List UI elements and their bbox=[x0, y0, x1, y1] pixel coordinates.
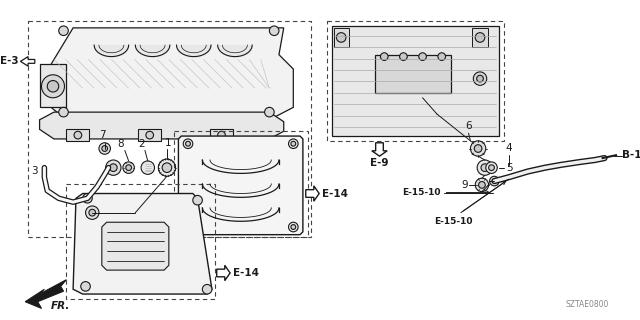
Text: FR.: FR. bbox=[51, 300, 70, 310]
Circle shape bbox=[289, 139, 298, 148]
Text: 7: 7 bbox=[99, 130, 106, 140]
Circle shape bbox=[380, 53, 388, 60]
Circle shape bbox=[89, 209, 95, 216]
Text: B-1: B-1 bbox=[621, 150, 640, 160]
Polygon shape bbox=[217, 265, 230, 281]
Circle shape bbox=[126, 165, 131, 171]
Circle shape bbox=[291, 141, 296, 146]
Bar bbox=[138, 129, 161, 141]
Circle shape bbox=[477, 75, 483, 82]
Circle shape bbox=[218, 131, 225, 139]
Text: 9: 9 bbox=[461, 180, 468, 190]
Circle shape bbox=[186, 225, 190, 229]
Text: E-9: E-9 bbox=[370, 158, 388, 168]
Circle shape bbox=[59, 107, 68, 117]
Text: 8: 8 bbox=[117, 139, 124, 148]
Bar bbox=[374, 55, 451, 93]
Text: 5: 5 bbox=[506, 163, 513, 173]
Polygon shape bbox=[20, 57, 35, 66]
Circle shape bbox=[476, 178, 488, 192]
Circle shape bbox=[158, 159, 175, 176]
Circle shape bbox=[264, 107, 274, 117]
Text: E-14: E-14 bbox=[322, 188, 348, 198]
Circle shape bbox=[74, 131, 82, 139]
Circle shape bbox=[183, 139, 193, 148]
Polygon shape bbox=[73, 194, 212, 294]
Bar bbox=[332, 26, 499, 136]
Circle shape bbox=[399, 53, 407, 60]
Polygon shape bbox=[25, 280, 67, 308]
Circle shape bbox=[476, 33, 485, 42]
Bar bbox=[173, 131, 308, 236]
Bar bbox=[327, 21, 504, 141]
Polygon shape bbox=[372, 143, 387, 156]
Polygon shape bbox=[306, 186, 319, 201]
Circle shape bbox=[479, 181, 485, 188]
Circle shape bbox=[146, 131, 154, 139]
Text: E-15-10: E-15-10 bbox=[434, 218, 472, 227]
Text: 4: 4 bbox=[506, 143, 512, 153]
Circle shape bbox=[269, 26, 279, 36]
Circle shape bbox=[337, 33, 346, 42]
Text: 3: 3 bbox=[31, 166, 38, 177]
Circle shape bbox=[183, 222, 193, 232]
Bar bbox=[472, 28, 488, 47]
Circle shape bbox=[86, 206, 99, 220]
Circle shape bbox=[102, 146, 108, 151]
Polygon shape bbox=[51, 28, 293, 120]
Circle shape bbox=[291, 225, 296, 229]
Polygon shape bbox=[179, 136, 303, 235]
Circle shape bbox=[42, 75, 65, 98]
Circle shape bbox=[141, 161, 154, 174]
Circle shape bbox=[490, 176, 499, 186]
Circle shape bbox=[99, 143, 111, 154]
Circle shape bbox=[81, 282, 90, 291]
Bar bbox=[28, 21, 310, 236]
Polygon shape bbox=[40, 112, 284, 139]
Bar bbox=[40, 64, 67, 107]
Circle shape bbox=[488, 165, 494, 171]
Circle shape bbox=[109, 164, 117, 172]
Circle shape bbox=[481, 164, 488, 172]
Circle shape bbox=[474, 145, 482, 152]
Bar bbox=[67, 184, 215, 299]
Circle shape bbox=[83, 194, 92, 203]
Circle shape bbox=[477, 160, 492, 175]
Circle shape bbox=[486, 162, 497, 173]
Circle shape bbox=[438, 53, 445, 60]
Bar bbox=[210, 129, 233, 141]
Bar bbox=[67, 129, 90, 141]
Circle shape bbox=[289, 222, 298, 232]
Text: 2: 2 bbox=[138, 139, 145, 148]
Circle shape bbox=[106, 160, 121, 175]
Circle shape bbox=[193, 196, 202, 205]
Text: 1: 1 bbox=[164, 138, 172, 148]
Text: SZTAE0800: SZTAE0800 bbox=[566, 300, 609, 309]
Circle shape bbox=[59, 26, 68, 36]
Circle shape bbox=[186, 141, 190, 146]
Bar bbox=[333, 28, 349, 47]
Circle shape bbox=[47, 81, 59, 92]
Circle shape bbox=[123, 162, 134, 173]
Polygon shape bbox=[102, 222, 169, 270]
Circle shape bbox=[470, 141, 486, 156]
Text: E-3: E-3 bbox=[0, 56, 19, 66]
Text: 6: 6 bbox=[465, 121, 472, 131]
Circle shape bbox=[474, 72, 487, 85]
Text: E-15-10: E-15-10 bbox=[403, 188, 441, 197]
Text: E-14: E-14 bbox=[233, 268, 259, 278]
Circle shape bbox=[162, 163, 172, 172]
Circle shape bbox=[202, 284, 212, 294]
Circle shape bbox=[419, 53, 426, 60]
